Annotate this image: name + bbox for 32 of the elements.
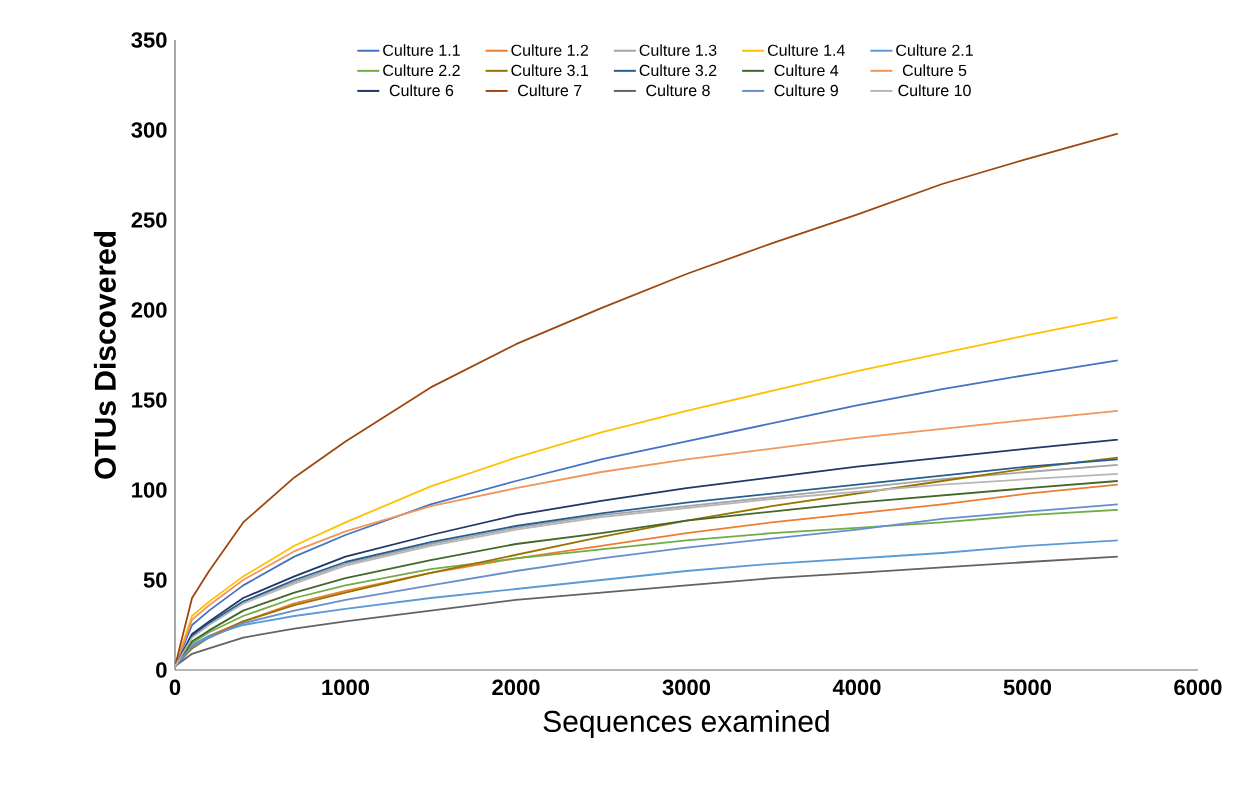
x-tick-label: 2000 — [492, 679, 540, 696]
y-tick-label: 200 — [131, 302, 167, 318]
x-tick-label: 4000 — [832, 679, 881, 696]
x-tick-label: 5000 — [1003, 679, 1052, 696]
legend-label: Culture 1.1 — [383, 44, 460, 56]
legend-label: Culture 4 — [774, 64, 839, 77]
y-tick-label: 150 — [132, 392, 167, 408]
y-tick-label: 250 — [131, 212, 167, 228]
legend-label: Culture 1.3 — [639, 44, 717, 56]
y-axis-title: OTUs Discovered — [93, 231, 116, 479]
x-tick-label: 0 — [169, 679, 181, 696]
y-tick-label: 50 — [143, 572, 167, 588]
legend-label: Culture 2.2 — [383, 64, 460, 77]
x-tick-label: 1000 — [322, 679, 370, 696]
y-tick-label: 350 — [131, 32, 167, 48]
y-tick-label: 100 — [132, 482, 167, 498]
x-tick-label: 6000 — [1174, 679, 1222, 696]
legend-label: Culture 8 — [646, 84, 710, 97]
x-tick-label: 3000 — [662, 679, 711, 696]
legend-label: Culture 1.2 — [511, 44, 589, 56]
legend-label: Culture 1.4 — [767, 44, 845, 56]
legend-label: Culture 10 — [898, 84, 971, 97]
legend-label: Culture 3.2 — [639, 64, 717, 77]
legend-label: Culture 2.1 — [896, 44, 973, 56]
y-tick-label: 300 — [131, 122, 167, 138]
y-tick-label: 0 — [156, 662, 167, 678]
x-axis-title: Sequences examined — [543, 710, 829, 738]
legend-label: Culture 3.1 — [511, 64, 589, 77]
legend-label: Culture 6 — [389, 84, 454, 97]
legend-label: Culture 5 — [902, 64, 967, 77]
legend-label: Culture 9 — [774, 84, 838, 97]
legend-label: Culture 7 — [518, 84, 582, 97]
